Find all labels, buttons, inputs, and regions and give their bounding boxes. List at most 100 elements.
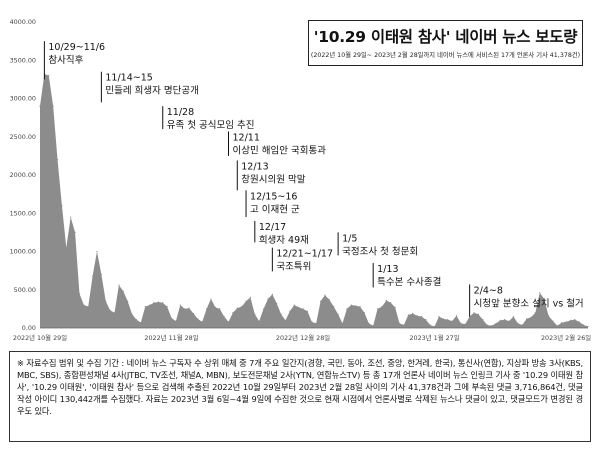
y-tick-label: 3000.00 (10, 95, 36, 103)
annotation-event: 국조특위 (276, 261, 311, 273)
annotation-date: 11/14~15 (105, 73, 152, 84)
annotation-event: 민들레 희생자 명단공개 (105, 86, 198, 97)
data-point (210, 298, 212, 300)
data-point (486, 324, 488, 326)
data-point (442, 318, 444, 320)
y-tick-label: 2000.00 (10, 171, 36, 179)
chart-title: '10.29 이태원 참사' 네이버 뉴스 보도량 (313, 28, 578, 46)
data-point (232, 312, 234, 314)
y-tick-label: 2500.00 (10, 133, 36, 141)
data-point (105, 300, 107, 302)
data-point (223, 315, 225, 318)
data-point (341, 322, 344, 325)
data-point (368, 322, 370, 325)
data-point (429, 324, 431, 326)
data-point (52, 105, 54, 107)
data-point (490, 325, 493, 327)
data-point (70, 216, 72, 218)
data-point (394, 306, 396, 308)
data-point (460, 322, 462, 325)
data-point (390, 302, 392, 304)
data-point (319, 300, 322, 302)
data-point (433, 325, 436, 328)
data-point (201, 321, 203, 323)
data-point (39, 105, 41, 107)
annotation-date: 12/11 (233, 132, 260, 143)
data-point (578, 321, 580, 323)
data-point (350, 304, 352, 306)
data-point (311, 321, 313, 323)
annotation-event: 참사직후 (48, 55, 83, 66)
data-point (416, 315, 418, 317)
data-point (289, 310, 291, 312)
data-point (337, 313, 339, 315)
data-point (127, 300, 129, 302)
data-point (464, 323, 466, 325)
data-point (455, 315, 458, 317)
data-point (561, 322, 563, 324)
data-point (113, 312, 116, 314)
data-point (184, 308, 186, 310)
data-point (83, 304, 85, 306)
data-point (517, 322, 519, 325)
data-point (135, 318, 138, 321)
data-point (403, 324, 405, 326)
data-point (363, 312, 366, 314)
annotation-event: 유족 첫 공식모임 추진 (167, 119, 255, 131)
data-point (504, 318, 506, 321)
data-point (583, 324, 585, 326)
data-point (175, 320, 177, 322)
data-point (447, 318, 449, 321)
data-point (48, 74, 50, 77)
data-point (556, 325, 558, 327)
data-point (508, 320, 510, 322)
data-point (359, 305, 361, 308)
annotation-date: 12/21~1/17 (276, 249, 333, 260)
area-chart-svg: 0.00 500.00 1000.00 1500.00 2000.00 2500.00 30… (10, 18, 592, 342)
news-volume-chart: 0.00 500.00 1000.00 1500.00 2000.00 2500.00 30… (10, 18, 592, 342)
annotation-date: 10/29~11/6 (48, 42, 105, 53)
annotation-date: 2/4~8 (474, 285, 503, 296)
data-point (306, 310, 309, 312)
data-source-note: ※ 자료수집 범위 및 수집 기간 : 네이버 뉴스 구독자 수 상위 매체 중… (9, 351, 591, 442)
data-point (61, 205, 63, 207)
data-point (534, 312, 536, 314)
title-box: '10.29 이태원 참사' 네이버 뉴스 보도량 (2022년 10월 29일… (308, 20, 583, 66)
data-point (372, 325, 374, 327)
annotation-event: 특수본 수사종결 (377, 277, 441, 288)
x-tick-label: 2022년 11월 28일 (144, 333, 198, 342)
data-point (267, 298, 269, 300)
data-point (298, 306, 300, 308)
data-point (109, 309, 111, 311)
annotation-date: 11/28 (167, 107, 194, 118)
data-point (385, 299, 387, 302)
annotation-event: 희생자 49재 (259, 235, 309, 246)
data-point (118, 284, 120, 286)
data-point (376, 308, 379, 310)
data-point (254, 313, 256, 315)
data-point (153, 302, 155, 304)
data-point (355, 305, 357, 307)
data-point (188, 307, 190, 309)
annotation-event: 창원시의원 막말 (241, 173, 305, 185)
annotation-date: 12/13 (241, 161, 268, 172)
data-point (205, 308, 208, 310)
annotation-event: 시청앞 분향소 설치 vs 철거 (474, 297, 584, 309)
data-point (398, 322, 401, 325)
data-point (276, 302, 278, 305)
data-point (100, 273, 102, 276)
data-point (179, 304, 181, 306)
data-point (302, 308, 304, 310)
data-point (227, 321, 230, 323)
data-point (219, 308, 221, 310)
y-tick-label: 3500.00 (10, 56, 36, 64)
annotation-event: 고 이재현 군 (250, 204, 300, 215)
annotation-date: 1/5 (342, 233, 357, 244)
data-point (162, 302, 164, 304)
data-point (65, 247, 67, 249)
x-tick-label: 2022년 12월 28일 (276, 333, 330, 342)
data-point (547, 315, 550, 317)
data-area (40, 74, 588, 329)
data-point (258, 320, 260, 322)
data-point (157, 301, 159, 303)
